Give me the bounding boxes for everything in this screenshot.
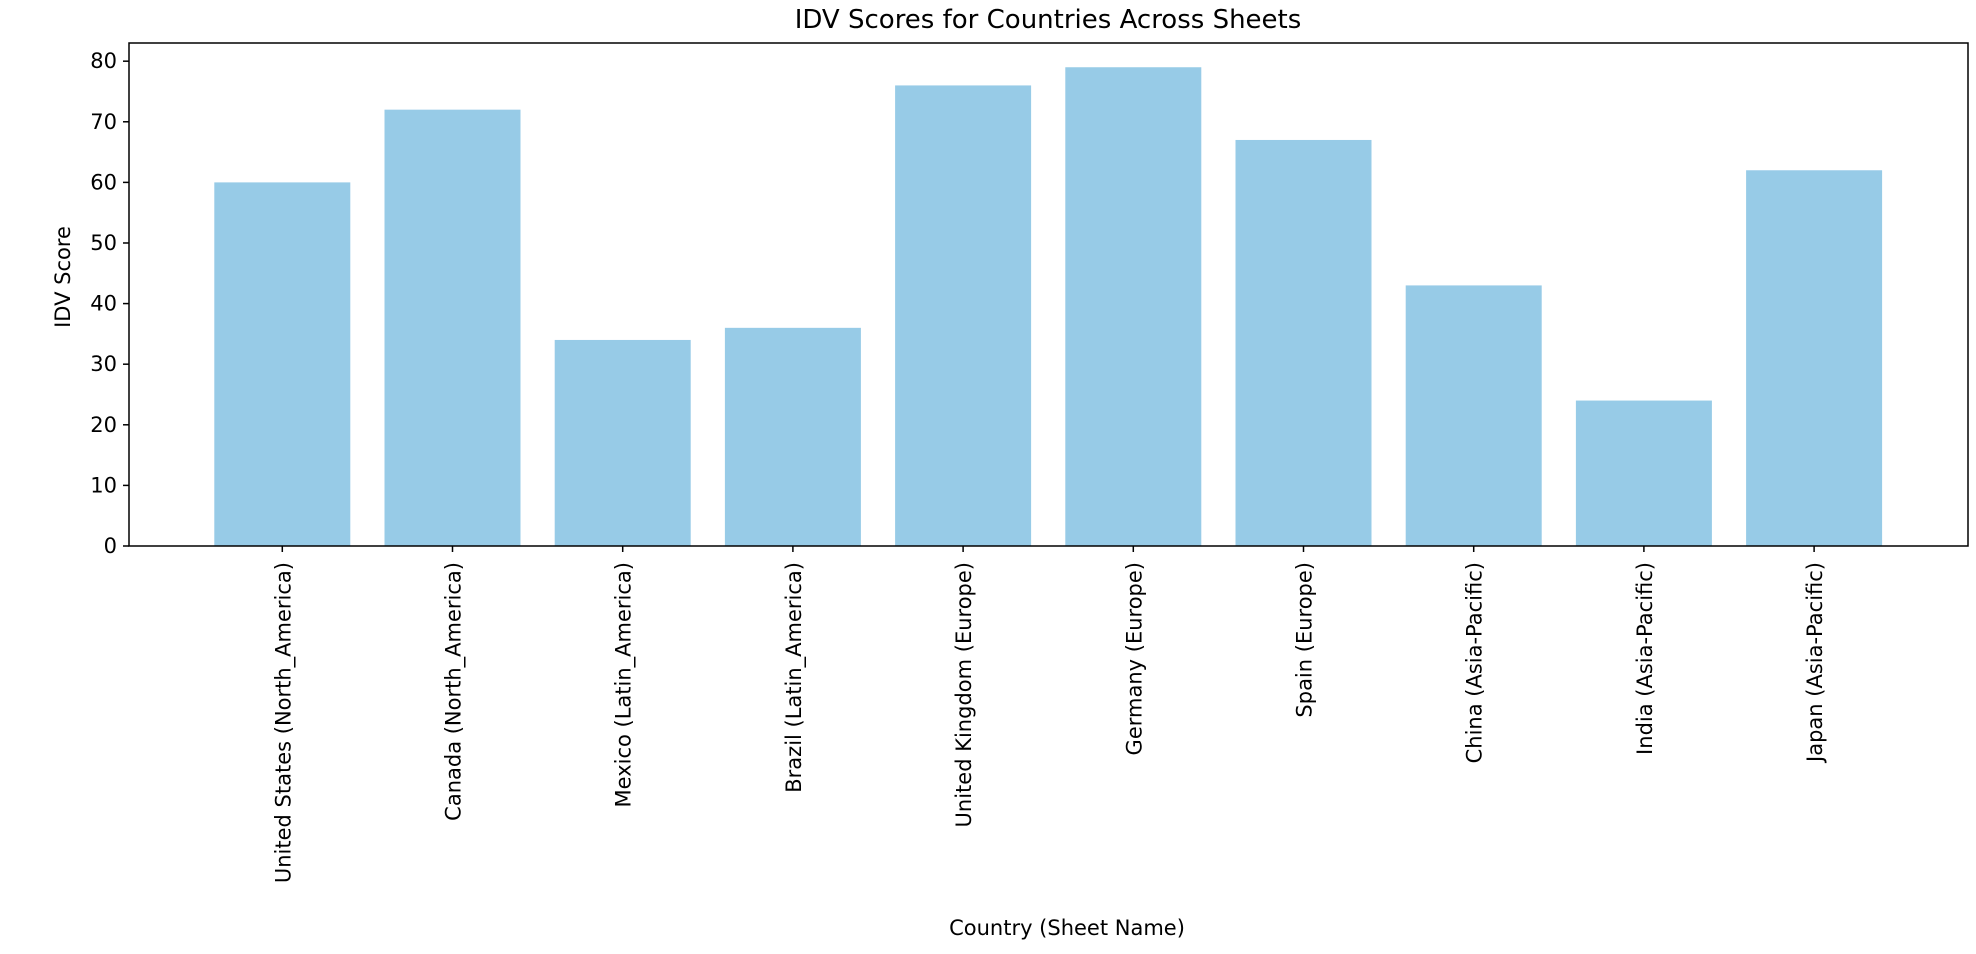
x-tick-label: China (Asia-Pacific) — [1463, 562, 1487, 763]
plot-frame — [128, 42, 1969, 547]
chart-title: IDV Scores for Countries Across Sheets — [795, 5, 1302, 35]
y-tick-label: 50 — [90, 231, 117, 255]
x-tick-label: Germany (Europe) — [1122, 562, 1146, 755]
y-tick-label: 10 — [90, 473, 117, 497]
x-tick-label: India (Asia-Pacific) — [1633, 562, 1657, 755]
y-tick-label: 40 — [90, 292, 117, 316]
bar — [1405, 285, 1542, 546]
y-tick-label: 70 — [90, 110, 117, 134]
x-axis-label: Country (Sheet Name) — [949, 916, 1185, 940]
y-tick-label: 0 — [104, 534, 117, 558]
bar — [1575, 400, 1712, 546]
bar — [214, 182, 351, 546]
bar — [724, 327, 861, 546]
x-tick-label: Japan (Asia-Pacific) — [1803, 562, 1827, 764]
bar — [554, 339, 691, 546]
x-tick-label: Spain (Europe) — [1293, 562, 1317, 718]
bars-layer — [214, 67, 1883, 546]
bar — [384, 109, 521, 546]
y-axis-label: IDV Score — [51, 226, 75, 328]
y-tick-label: 60 — [90, 170, 117, 194]
x-tick-label: Brazil (Latin_America) — [782, 562, 807, 793]
bar — [1065, 67, 1202, 546]
bar — [895, 85, 1032, 546]
y-tick-label: 30 — [90, 352, 117, 376]
x-tick-label: Canada (North_America) — [442, 562, 467, 821]
x-tick-label: Mexico (Latin_America) — [612, 562, 637, 807]
y-tick-label: 80 — [90, 49, 117, 73]
bar — [1746, 170, 1883, 546]
x-axis-ticks: United States (North_America) Canada (Nor… — [271, 546, 1827, 883]
x-tick-label: United Kingdom (Europe) — [952, 562, 976, 827]
y-axis-ticks: 0 10 20 30 40 50 60 70 80 — [90, 49, 129, 558]
x-tick-label: United States (North_America) — [271, 562, 296, 883]
bar — [1235, 139, 1372, 546]
y-tick-label: 20 — [90, 413, 117, 437]
